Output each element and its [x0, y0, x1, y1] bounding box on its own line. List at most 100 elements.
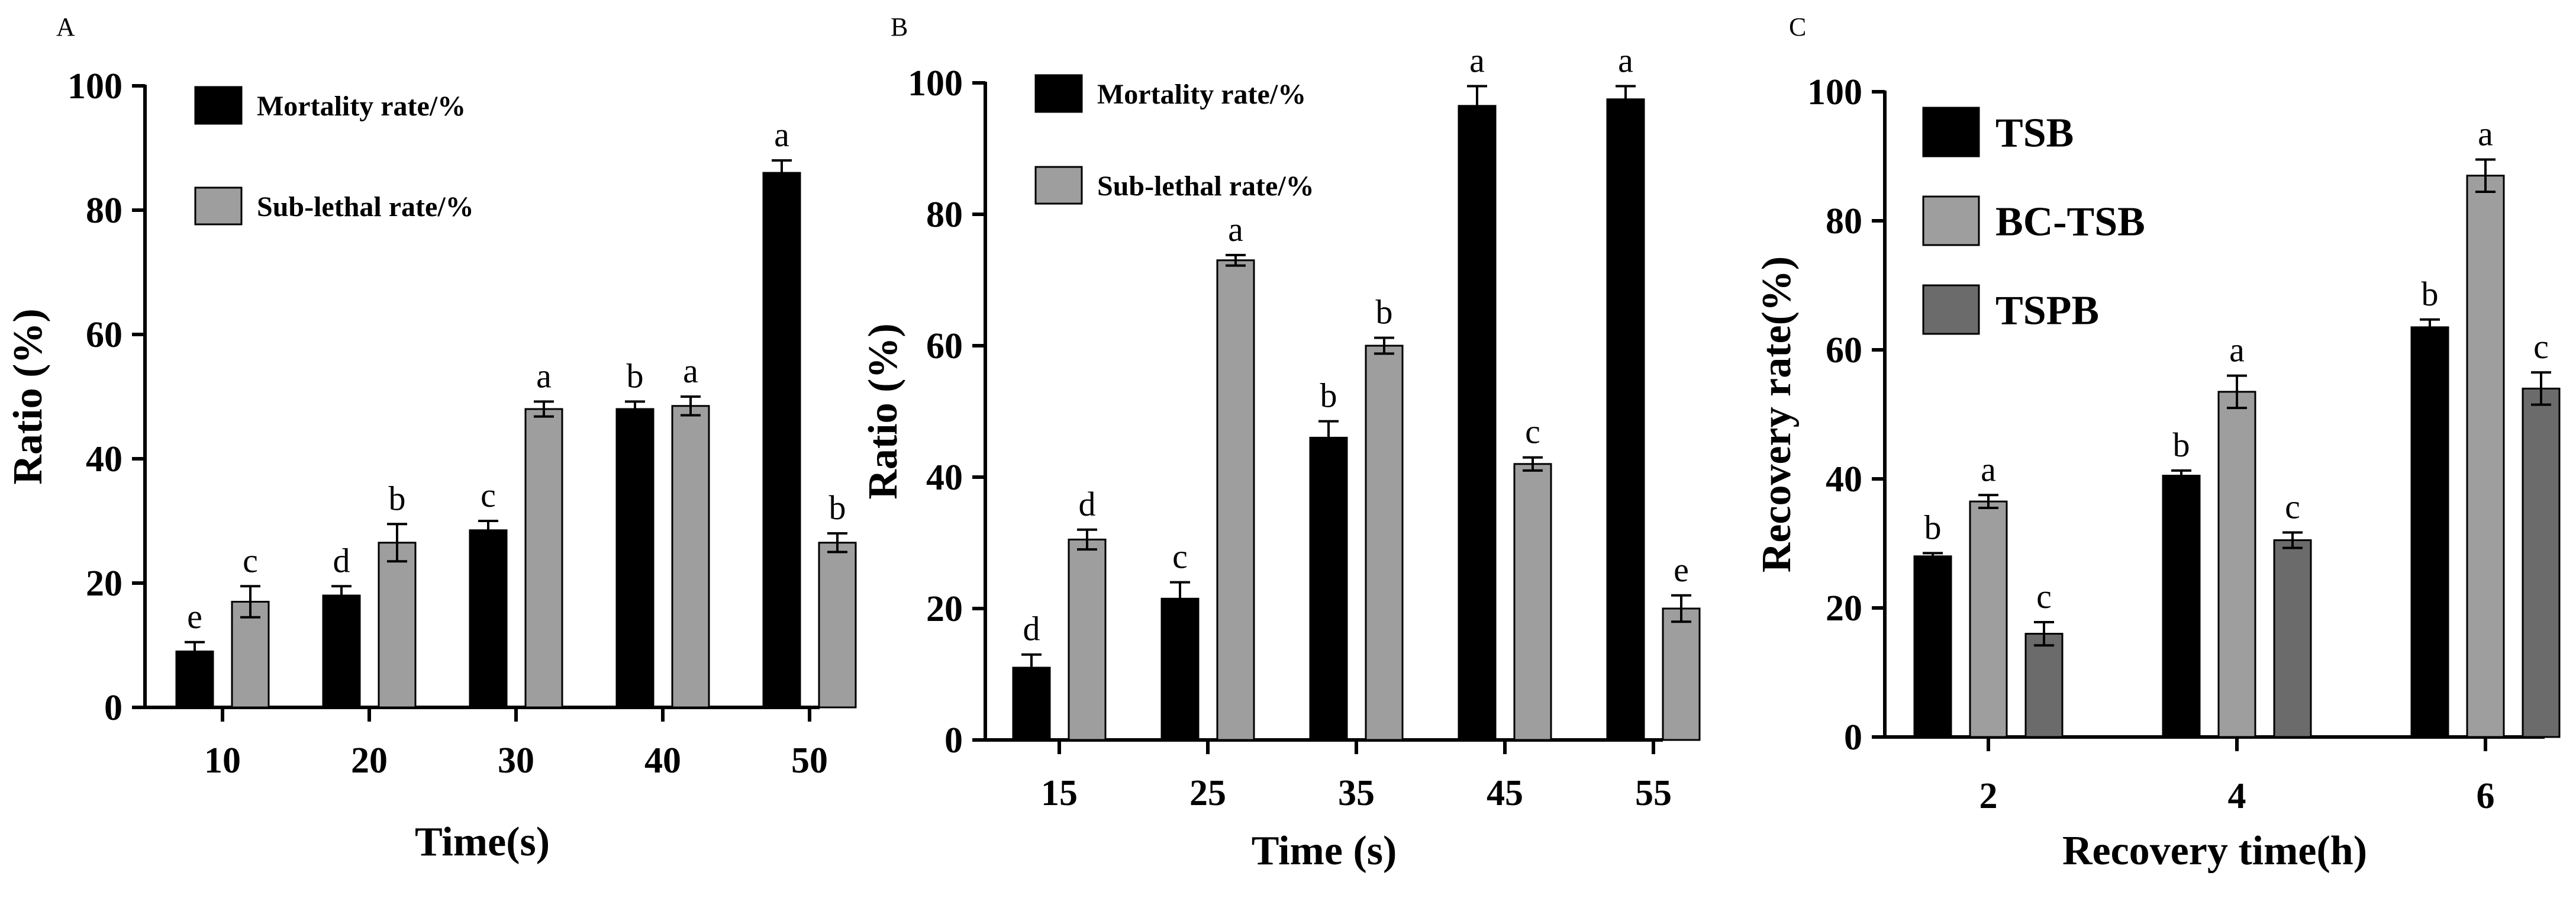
panel-label: C — [1789, 12, 1806, 41]
y-axis-title: Ratio (%) — [5, 308, 51, 484]
x-tick-label: 2 — [1979, 776, 1998, 816]
y-tick-label: 100 — [908, 63, 963, 104]
y-tick-label: 40 — [926, 458, 963, 498]
legend-label: Mortality rate/% — [1097, 79, 1306, 110]
x-tick-label: 6 — [2477, 776, 2495, 816]
bar-c-s2-6 — [2522, 387, 2561, 738]
x-tick-label: 45 — [1487, 773, 1523, 813]
bar-c-s1-2 — [1969, 500, 2008, 738]
bar-b-s0-25 — [1160, 597, 1200, 741]
legend-label: Sub-lethal rate/% — [1097, 170, 1314, 202]
significance-letter: b — [627, 356, 644, 395]
bar-a-s0-50 — [762, 172, 801, 709]
significance-letter: c — [2285, 487, 2300, 526]
y-tick-label: 20 — [86, 564, 122, 604]
bar-c-s2-2 — [2024, 633, 2064, 738]
x-tick-label: 15 — [1041, 773, 1078, 813]
legend-swatch — [1034, 74, 1083, 113]
y-tick-label: 0 — [944, 720, 963, 761]
bar-a-s0-20 — [322, 594, 361, 709]
significance-letter: d — [1079, 485, 1096, 523]
significance-letter: a — [683, 352, 698, 390]
bar-c-s0-2 — [1913, 555, 1952, 738]
significance-letter: d — [1023, 610, 1040, 648]
x-axis-title: Recovery time(h) — [2062, 828, 2367, 874]
significance-letter: c — [2036, 577, 2052, 616]
chart-panel-b: B 0 20 40 60 80 100 Ratio (%) 15 d d 25 c a 35 b b 45 a c 55… — [860, 12, 1701, 874]
y-axis-title: Recovery rate(%) — [1754, 256, 1800, 572]
bar-b-s1-35 — [1365, 345, 1404, 741]
y-axis-title: Ratio (%) — [860, 323, 906, 499]
bar-b-s1-25 — [1216, 259, 1255, 741]
y-tick-label: 20 — [926, 589, 963, 629]
x-axis-title: Time (s) — [1252, 828, 1397, 874]
significance-letter: d — [333, 541, 350, 580]
y-tick-label: 0 — [104, 688, 122, 728]
bar-b-s0-55 — [1606, 98, 1645, 741]
bar-a-s1-50 — [818, 542, 857, 709]
bar-b-s1-45 — [1513, 463, 1552, 741]
bar-a-s0-40 — [615, 408, 655, 709]
legend-label: TSB — [1995, 111, 2074, 156]
significance-letter: a — [774, 115, 789, 154]
x-tick-label: 10 — [204, 741, 241, 781]
legend-swatch — [1922, 284, 1980, 335]
significance-letter: a — [2478, 114, 2493, 153]
legend-label: BC-TSB — [1995, 199, 2145, 245]
significance-letter: e — [1674, 551, 1689, 589]
x-tick-label: 30 — [498, 741, 534, 781]
y-tick-label: 80 — [926, 195, 963, 235]
x-tick-label: 4 — [2228, 776, 2246, 816]
significance-letter: b — [389, 479, 406, 517]
significance-letter: c — [481, 476, 496, 514]
legend: Mortality rate/% Sub-lethal rate/% — [1034, 74, 1314, 205]
bar-a-s1-20 — [378, 542, 417, 709]
bar-a-s1-40 — [671, 405, 710, 709]
bar-a-s0-30 — [469, 529, 508, 709]
significance-letter: b — [1320, 376, 1337, 415]
bar-c-s1-6 — [2466, 175, 2505, 738]
significance-letter: a — [1981, 450, 1996, 488]
bar-c-s0-4 — [2162, 475, 2201, 738]
significance-letter: b — [829, 488, 846, 527]
y-tick-label: 40 — [86, 439, 122, 479]
x-tick-label: 35 — [1338, 773, 1375, 813]
significance-letter: a — [1228, 210, 1243, 249]
y-tick-label: 100 — [67, 66, 122, 107]
legend-swatch — [1922, 107, 1980, 157]
y-tick-label: 80 — [86, 191, 122, 231]
chart-panel-c: C 0 20 40 60 80 100 Recovery rate(%) 2 b a c 4 b a c 6 b a… — [1754, 12, 2561, 874]
chart-panel-a: A 0 20 40 60 80 100 Ratio (%) 10 e c 20 d b 30 c a 40 b a 50… — [5, 12, 857, 865]
y-tick-label: 20 — [1826, 588, 1862, 629]
y-tick-label: 0 — [1844, 717, 1862, 758]
x-tick-label: 20 — [351, 741, 388, 781]
bar-b-s1-15 — [1068, 538, 1107, 741]
legend-swatch — [1034, 166, 1083, 205]
bar-c-s1-4 — [2217, 391, 2256, 738]
significance-letter: a — [1618, 41, 1633, 80]
legend-swatch — [194, 86, 243, 125]
significance-letter: b — [2422, 275, 2439, 313]
significance-letter: c — [1172, 537, 1188, 576]
bar-b-s0-45 — [1458, 105, 1497, 741]
y-tick-label: 80 — [1826, 201, 1862, 242]
significance-letter: b — [2173, 426, 2190, 464]
legend-label: Mortality rate/% — [257, 91, 466, 122]
x-tick-label: 50 — [791, 741, 828, 781]
significance-letter: c — [2533, 327, 2549, 366]
legend-swatch — [194, 186, 243, 226]
legend-label: TSPB — [1995, 288, 2099, 334]
bar-a-s1-30 — [524, 408, 563, 709]
significance-letter: a — [2229, 331, 2245, 369]
legend-label: Sub-lethal rate/% — [257, 191, 474, 223]
legend-swatch — [1922, 195, 1980, 246]
x-tick-label: 55 — [1635, 773, 1672, 813]
y-tick-label: 60 — [86, 315, 122, 355]
panel-label: B — [891, 12, 908, 41]
y-tick-label: 100 — [1807, 72, 1862, 112]
bar-c-s0-6 — [2410, 326, 2449, 738]
bar-b-s1-55 — [1662, 607, 1701, 741]
x-axis-title: Time(s) — [415, 819, 550, 865]
y-tick-label: 60 — [1826, 330, 1862, 371]
